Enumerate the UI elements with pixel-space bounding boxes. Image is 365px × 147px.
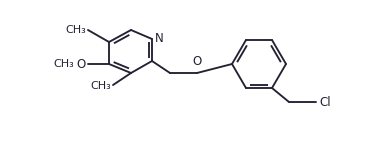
Text: CH₃: CH₃ bbox=[65, 25, 86, 35]
Text: CH₃: CH₃ bbox=[90, 81, 111, 91]
Text: CH₃: CH₃ bbox=[53, 59, 74, 69]
Text: O: O bbox=[192, 55, 201, 68]
Text: Cl: Cl bbox=[319, 96, 331, 108]
Text: O: O bbox=[77, 57, 86, 71]
Text: N: N bbox=[155, 32, 164, 46]
